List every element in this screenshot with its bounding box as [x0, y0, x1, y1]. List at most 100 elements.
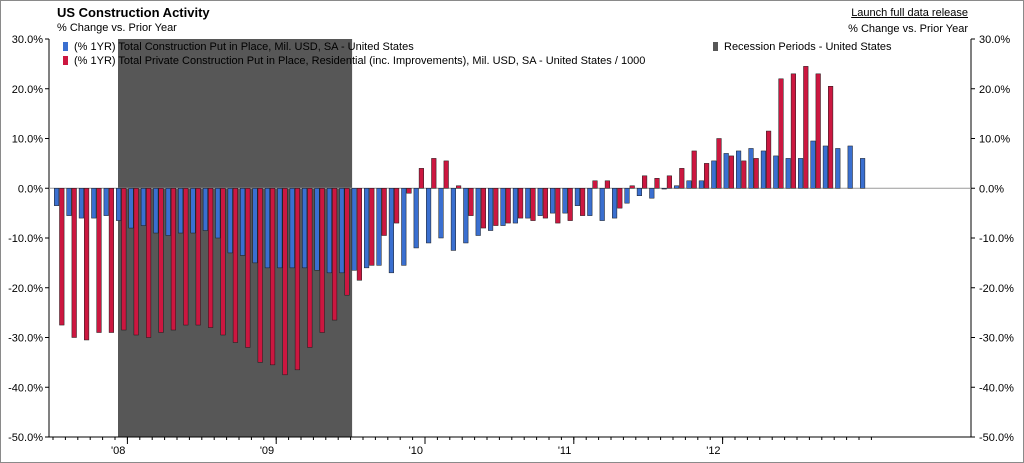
bar-total-construction — [562, 188, 568, 214]
legend-swatch-recession — [713, 42, 718, 51]
bar-private-residential — [592, 180, 598, 189]
bar-total-construction — [587, 188, 593, 216]
bar-total-construction — [475, 188, 481, 236]
bar-private-residential — [704, 163, 710, 189]
bar-private-residential — [642, 175, 648, 189]
bar-private-residential — [431, 158, 437, 189]
bar-total-construction — [413, 188, 419, 249]
bar-total-construction — [686, 180, 692, 189]
bar-total-construction — [711, 160, 717, 189]
legend-label-recession: Recession Periods - United States — [724, 41, 892, 53]
bar-total-construction — [339, 188, 345, 274]
bar-total-construction — [798, 158, 804, 189]
legend-swatch-residential — [63, 56, 68, 65]
bar-private-residential — [71, 188, 77, 338]
bar-private-residential — [741, 160, 747, 189]
launch-data-release-link[interactable]: Launch full data release — [851, 7, 968, 19]
bar-total-construction — [698, 180, 704, 189]
bar-total-construction — [574, 188, 580, 206]
y-tick-label-left: -30.0% — [8, 333, 43, 345]
bar-private-residential — [170, 188, 176, 331]
bar-total-construction — [624, 188, 630, 204]
bar-total-construction — [190, 188, 196, 234]
bar-total-construction — [636, 188, 642, 196]
bar-total-construction — [426, 188, 432, 244]
bar-private-residential — [542, 188, 548, 219]
bar-private-residential — [394, 188, 400, 224]
bar-total-construction — [736, 150, 742, 189]
bar-private-residential — [617, 188, 623, 209]
bar-total-construction — [500, 188, 506, 226]
bar-total-construction — [240, 188, 246, 256]
bar-total-construction — [178, 188, 184, 234]
bar-total-construction — [661, 188, 667, 190]
bar-total-construction — [537, 188, 543, 216]
legend-private-residential: (% 1YR) Total Private Construction Put i… — [63, 55, 645, 67]
bar-private-residential — [332, 188, 338, 321]
y-tick-label-left: -20.0% — [8, 283, 43, 295]
y-tick-label-left: -40.0% — [8, 382, 43, 394]
bar-private-residential — [803, 66, 809, 189]
bar-private-residential — [766, 130, 772, 189]
y-tick-label-left: 30.0% — [12, 34, 43, 46]
bar-private-residential — [580, 188, 586, 216]
bar-private-residential — [654, 178, 660, 189]
bar-private-residential — [480, 188, 486, 229]
bar-private-residential — [344, 188, 350, 296]
bar-total-construction — [649, 188, 655, 199]
legend-label-total: (% 1YR) Total Construction Put in Place,… — [74, 41, 414, 53]
bar-private-residential — [195, 188, 201, 326]
bar-total-construction — [66, 188, 72, 216]
bar-total-construction — [822, 145, 828, 189]
bar-total-construction — [215, 188, 221, 239]
right-axis-unit: % Change vs. Prior Year — [848, 23, 968, 35]
y-tick-label-left: -10.0% — [8, 233, 43, 245]
bar-private-residential — [356, 188, 362, 281]
bar-private-residential — [257, 188, 263, 363]
bar-private-residential — [505, 188, 511, 224]
bar-total-construction — [91, 188, 97, 219]
bar-private-residential — [270, 188, 276, 366]
bar-total-construction — [314, 188, 320, 271]
bar-total-construction — [351, 188, 357, 271]
bar-private-residential — [679, 168, 685, 189]
bar-private-residential — [716, 138, 722, 189]
y-tick-label-left: 0.0% — [18, 183, 43, 195]
bar-total-construction — [78, 188, 84, 219]
bar-total-construction — [227, 188, 233, 254]
bar-private-residential — [493, 188, 499, 226]
bar-private-residential — [443, 160, 449, 189]
bar-total-construction — [488, 188, 494, 231]
bar-total-construction — [835, 148, 841, 189]
bar-private-residential — [381, 188, 387, 236]
y-tick-label-left: -50.0% — [8, 432, 43, 444]
bar-private-residential — [567, 188, 573, 221]
legend-recession: Recession Periods - United States — [713, 41, 892, 53]
bar-private-residential — [183, 188, 189, 326]
x-tick-label: '08 — [111, 445, 125, 457]
y-tick-label-right: -50.0% — [979, 432, 1014, 444]
bar-total-construction — [512, 188, 518, 224]
bar-private-residential — [282, 188, 288, 376]
bar-private-residential — [232, 188, 238, 343]
bar-total-construction — [376, 188, 382, 266]
bar-total-construction — [153, 188, 159, 234]
bar-private-residential — [158, 188, 164, 333]
legend-label-residential: (% 1YR) Total Private Construction Put i… — [74, 55, 646, 67]
bar-total-construction — [116, 188, 122, 221]
bar-private-residential — [418, 168, 424, 189]
bar-total-construction — [388, 188, 394, 274]
bar-total-construction — [54, 188, 60, 206]
y-tick-label-right: -20.0% — [979, 283, 1014, 295]
bar-private-residential — [691, 150, 697, 189]
bar-private-residential — [468, 188, 474, 216]
bar-private-residential — [59, 188, 65, 326]
bar-total-construction — [401, 188, 407, 266]
bar-total-construction — [202, 188, 208, 231]
bar-total-construction — [128, 188, 134, 229]
bar-private-residential — [121, 188, 127, 331]
x-tick-label: '10 — [409, 445, 423, 457]
legend-swatch-total — [63, 42, 68, 51]
